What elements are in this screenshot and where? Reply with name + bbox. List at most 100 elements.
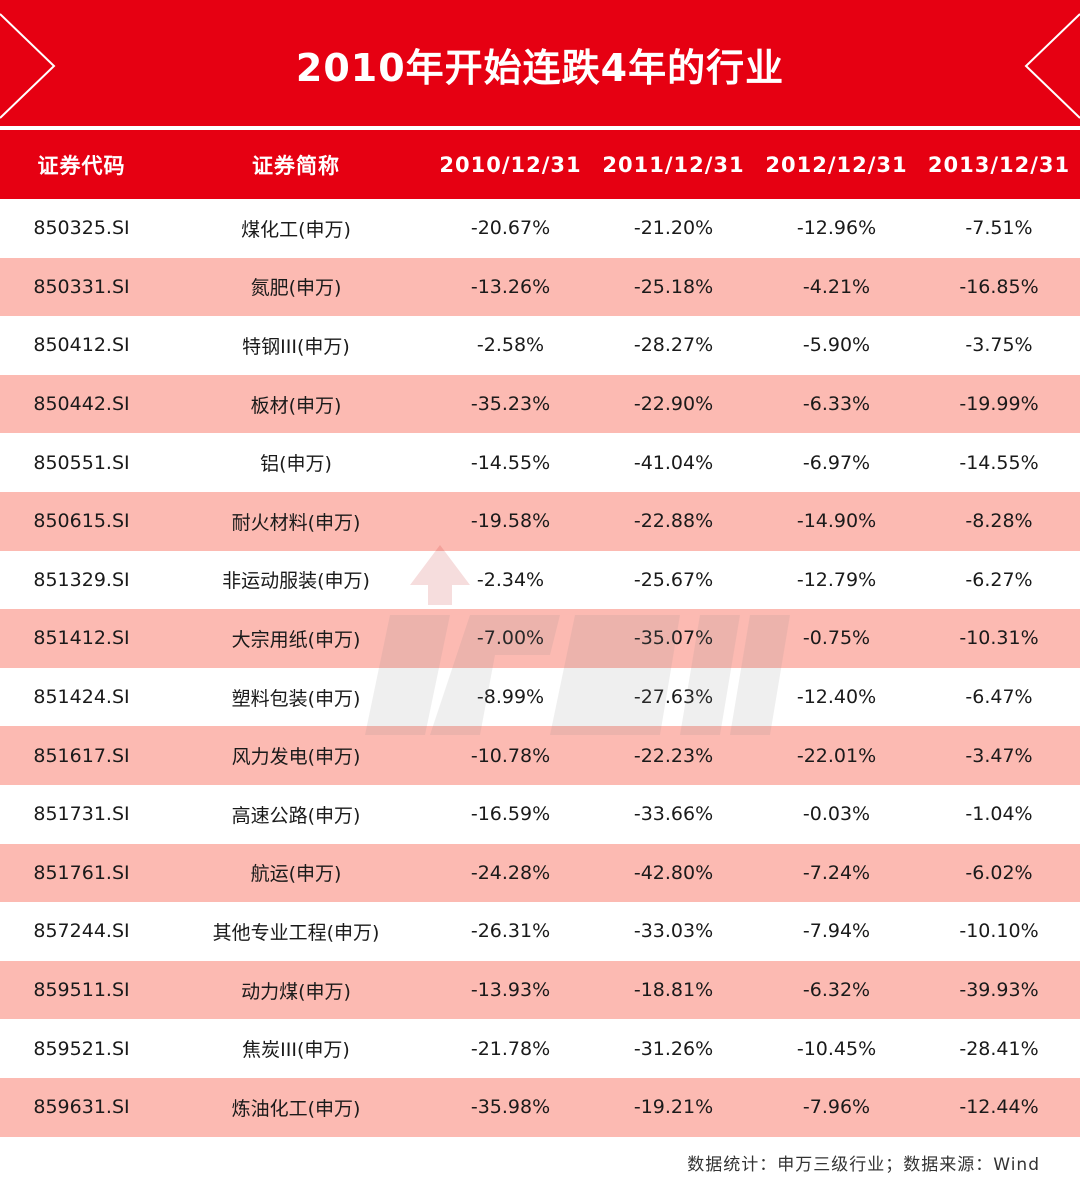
cell-change-2013: -3.75% — [965, 334, 1033, 357]
cell-change-2013: -19.99% — [959, 393, 1039, 416]
cell-change-2012: -22.01% — [796, 744, 877, 767]
cell-change-2010: -2.34% — [476, 568, 545, 591]
cell-change-2013: -1.04% — [965, 803, 1033, 826]
cell-change-2013: -14.55% — [959, 451, 1039, 474]
cell-code: 850615.SI — [33, 510, 130, 533]
banner-decoration — [0, 13, 1080, 119]
cell-change-2013: -39.93% — [959, 979, 1039, 1002]
cell-change-2012: -7.94% — [802, 920, 871, 943]
cell-change-2012: -5.90% — [802, 334, 871, 357]
cell-name: 塑料包装(申万) — [231, 687, 361, 710]
cell-code: 851412.SI — [33, 627, 130, 650]
cell-code: 851761.SI — [33, 861, 130, 884]
table-row: 850412.SI 特钢III(申万) -2.58% -28.27% -5.90% -3.… — [0, 316, 1080, 375]
table-header: 证券代码 证券简称 2010/12/31 2011/12/31 2012/12/… — [0, 130, 1080, 199]
cell-change-2010: -24.28% — [470, 861, 551, 884]
cell-change-2013: -6.47% — [965, 686, 1033, 709]
cell-change-2011: -31.26% — [633, 1037, 714, 1060]
cell-change-2013: -12.44% — [959, 1096, 1039, 1119]
table-row: 851617.SI 风力发电(申万) -10.78% -22.23% -22.01% -3… — [0, 726, 1080, 785]
cell-change-2011: -25.67% — [633, 568, 714, 591]
table-row: 850615.SI 耐火材料(申万) -19.58% -22.88% -14.90% -8… — [0, 491, 1080, 551]
cell-change-2011: -42.80% — [633, 861, 714, 884]
cell-change-2011: -22.90% — [633, 393, 714, 416]
cell-change-2011: -18.81% — [633, 979, 714, 1002]
cell-change-2010: -19.58% — [470, 510, 551, 533]
table-row: 851761.SI 航运(申万) -24.28% -42.80% -7.24% -6.02… — [0, 843, 1080, 903]
cell-change-2011: -21.20% — [633, 217, 714, 240]
cell-change-2011: -22.23% — [633, 744, 714, 767]
cell-code: 859521.SI — [33, 1037, 130, 1060]
cell-change-2011: -25.18% — [633, 275, 714, 298]
cell-code: 850331.SI — [33, 275, 130, 298]
cell-name: 特钢III(申万) — [242, 335, 350, 358]
cell-change-2010: -20.67% — [470, 217, 551, 240]
cell-change-2012: -10.45% — [796, 1037, 877, 1060]
cell-code: 850325.SI — [33, 217, 130, 240]
page-title: 2010年开始连跌4年的行业 — [295, 45, 785, 90]
cell-change-2012: -14.90% — [796, 510, 877, 533]
header-2010: 2010/12/31 — [439, 152, 582, 177]
cell-change-2012: -7.96% — [802, 1096, 871, 1119]
cell-change-2012: -12.79% — [796, 568, 877, 591]
table-row: 851329.SI 非运动服装(申万) -2.34% -25.67% -12.79% -6… — [0, 551, 1080, 610]
cell-change-2011: -27.63% — [633, 686, 714, 709]
cell-change-2011: -41.04% — [633, 451, 714, 474]
cell-change-2010: -2.58% — [476, 334, 545, 357]
cell-change-2010: -7.00% — [476, 627, 545, 650]
cell-code: 859511.SI — [33, 979, 130, 1002]
cell-change-2011: -19.21% — [633, 1096, 714, 1119]
table-body: 850325.SI 煤化工(申万) -20.67% -21.20% -12.96% -7.… — [0, 199, 1080, 1137]
cell-change-2013: -3.47% — [965, 744, 1033, 767]
cell-code: 859631.SI — [33, 1096, 130, 1119]
cell-name: 大宗用纸(申万) — [231, 628, 361, 651]
cell-change-2012: -4.21% — [802, 275, 871, 298]
title-banner: 2010年开始连跌4年的行业 — [0, 0, 1080, 128]
cell-change-2010: -35.23% — [470, 393, 551, 416]
cell-change-2013: -16.85% — [959, 275, 1039, 298]
cell-name: 动力煤(申万) — [241, 980, 351, 1003]
cell-code: 851424.SI — [33, 686, 130, 709]
cell-change-2011: -22.88% — [633, 510, 714, 533]
cell-change-2013: -7.51% — [965, 217, 1033, 240]
cell-change-2013: -6.27% — [965, 568, 1033, 591]
table-row: 857244.SI 其他专业工程(申万) -26.31% -33.03% -7.94% -… — [0, 902, 1080, 961]
cell-name: 非运动服装(申万) — [222, 570, 370, 593]
cell-change-2012: -12.96% — [796, 217, 877, 240]
table-row: 850331.SI 氮肥(申万) -13.26% -25.18% -4.21% -16.8… — [0, 257, 1080, 317]
cell-change-2010: -14.55% — [470, 451, 551, 474]
cell-change-2013: -6.02% — [965, 861, 1033, 884]
cell-name: 高速公路(申万) — [231, 804, 361, 827]
cell-change-2012: -6.97% — [802, 451, 871, 474]
cell-name: 航运(申万) — [250, 863, 342, 886]
table-row: 850442.SI 板材(申万) -35.23% -22.90% -6.33% -19.9… — [0, 374, 1080, 434]
table-row: 850551.SI 铝(申万) -14.55% -41.04% -6.97% -14.55… — [0, 433, 1080, 492]
cell-change-2010: -35.98% — [470, 1096, 551, 1119]
cell-change-2010: -8.99% — [476, 686, 545, 709]
table-row: 859511.SI 动力煤(申万) -13.93% -18.81% -6.32% -39.… — [0, 960, 1080, 1020]
cell-name: 其他专业工程(申万) — [212, 921, 380, 944]
table-row: 851731.SI 高速公路(申万) -16.59% -33.66% -0.03% -1.… — [0, 785, 1080, 844]
cell-name: 煤化工(申万) — [241, 218, 351, 241]
cell-change-2012: -6.32% — [802, 979, 871, 1002]
cell-code: 850551.SI — [33, 451, 130, 474]
cell-change-2013: -8.28% — [965, 510, 1033, 533]
cell-code: 850442.SI — [33, 393, 130, 416]
table-row: 859521.SI 焦炭III(申万) -21.78% -31.26% -10.45% -… — [0, 1019, 1080, 1078]
cell-name: 氮肥(申万) — [250, 277, 342, 300]
header-name: 证券简称 — [252, 153, 340, 178]
cell-name: 风力发电(申万) — [231, 746, 361, 769]
header-2012: 2012/12/31 — [765, 152, 908, 177]
cell-change-2011: -33.03% — [633, 920, 714, 943]
cell-name: 焦炭III(申万) — [242, 1039, 350, 1062]
cell-change-2013: -10.10% — [959, 920, 1039, 943]
cell-change-2010: -16.59% — [470, 803, 551, 826]
cell-code: 857244.SI — [33, 920, 130, 943]
cell-code: 850412.SI — [33, 334, 130, 357]
table-row: 850325.SI 煤化工(申万) -20.67% -21.20% -12.96% -7.… — [0, 199, 1080, 258]
cell-change-2011: -35.07% — [633, 627, 714, 650]
cell-change-2012: -12.40% — [796, 686, 877, 709]
cell-name: 板材(申万) — [250, 394, 342, 417]
cell-change-2013: -10.31% — [959, 627, 1039, 650]
cell-name: 耐火材料(申万) — [231, 511, 361, 534]
